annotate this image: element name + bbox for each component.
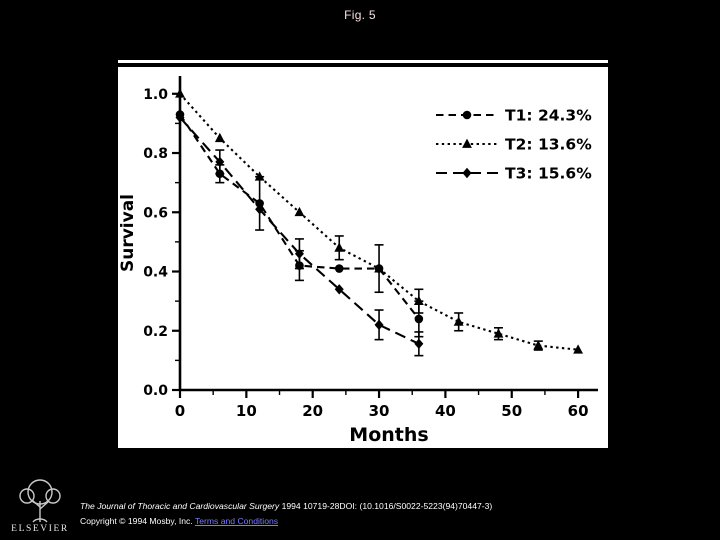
svg-text:0.6: 0.6 <box>143 205 168 221</box>
citation-line1: The Journal of Thoracic and Cardiovascul… <box>80 499 492 514</box>
svg-text:0.4: 0.4 <box>143 265 168 281</box>
svg-text:60: 60 <box>568 402 589 420</box>
copyright-text: Copyright © 1994 Mosby, Inc. <box>80 516 195 527</box>
elsevier-tree-icon <box>19 479 61 523</box>
svg-text:T1: 24.3%: T1: 24.3% <box>505 107 592 125</box>
elsevier-logo: ELSEVIER <box>4 477 76 534</box>
svg-text:0: 0 <box>175 402 185 420</box>
svg-text:1.0: 1.0 <box>143 87 168 103</box>
citation-rest: 1994 10719-28DOI: (10.1016/S0022-5223(94… <box>279 501 493 511</box>
svg-text:T3: 15.6%: T3: 15.6% <box>505 165 592 183</box>
svg-text:40: 40 <box>435 402 456 420</box>
figure-top-rule <box>118 63 608 67</box>
svg-text:30: 30 <box>369 402 390 420</box>
svg-text:50: 50 <box>501 402 522 420</box>
svg-text:0.2: 0.2 <box>143 324 168 340</box>
svg-text:Survival: Survival <box>118 194 138 272</box>
figure-title: Fig. 5 <box>344 8 376 22</box>
svg-text:T2: 13.6%: T2: 13.6% <box>505 136 592 154</box>
journal-name: The Journal of Thoracic and Cardiovascul… <box>80 501 280 511</box>
svg-text:20: 20 <box>302 402 323 420</box>
svg-text:0.8: 0.8 <box>143 146 168 162</box>
citation-block: The Journal of Thoracic and Cardiovascul… <box>80 499 492 529</box>
survival-chart-panel: 0.0 0.2 0.4 0.6 0.8 1.0 0 10 20 30 40 50 60 Months Sur… <box>118 60 608 448</box>
citation-line2: Copyright © 1994 Mosby, Inc. Terms and C… <box>80 514 492 529</box>
terms-link[interactable]: Terms and Conditions <box>194 516 279 527</box>
svg-text:10: 10 <box>236 402 257 420</box>
svg-text:0.0: 0.0 <box>143 383 168 399</box>
svg-text:Months: Months <box>349 424 428 446</box>
elsevier-logo-text: ELSEVIER <box>11 524 69 534</box>
survival-chart: 0.0 0.2 0.4 0.6 0.8 1.0 0 10 20 30 40 50 60 Months Sur… <box>118 60 608 453</box>
